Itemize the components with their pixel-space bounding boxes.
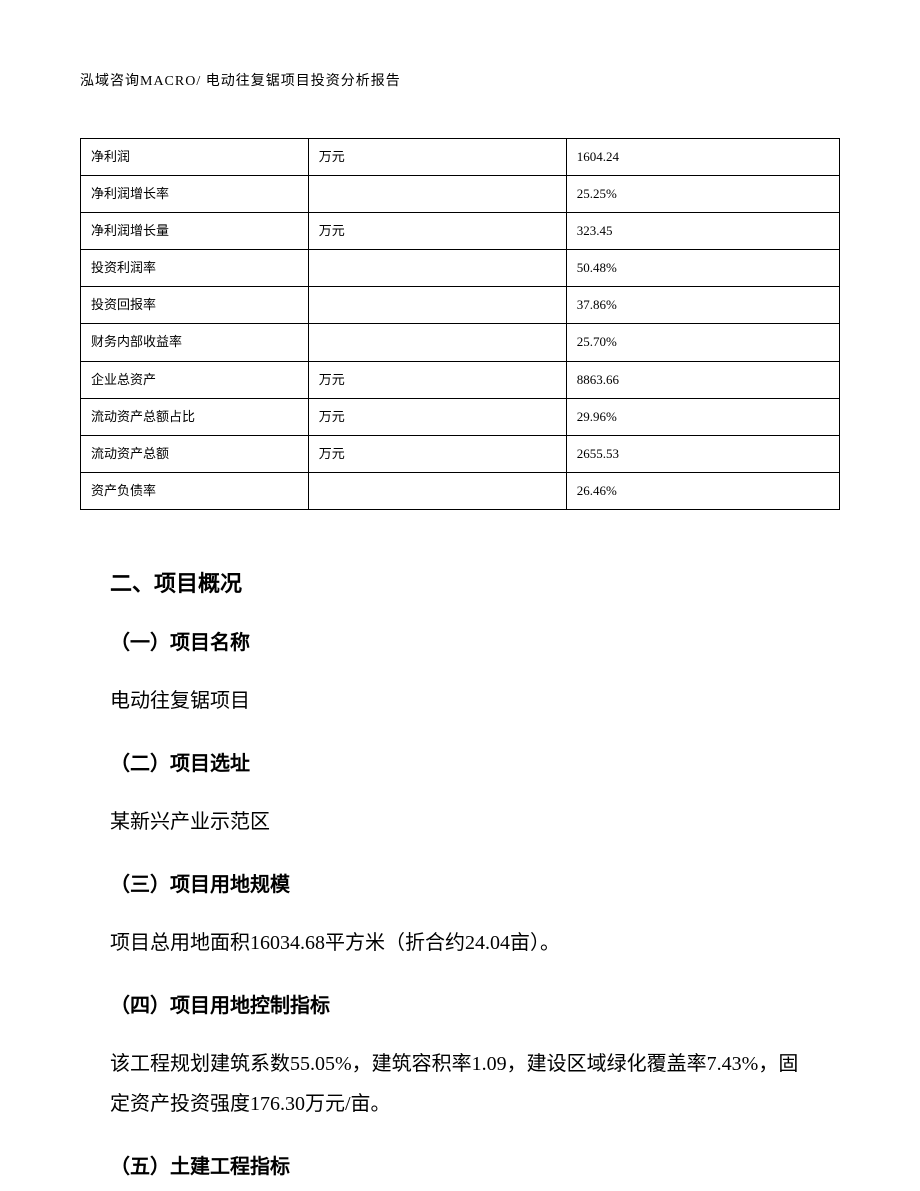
cell-label: 资产负债率 <box>81 472 309 509</box>
cell-unit: 万元 <box>308 213 566 250</box>
cell-value: 25.70% <box>566 324 839 361</box>
cell-label: 净利润增长率 <box>81 176 309 213</box>
table-row: 净利润增长率 25.25% <box>81 176 840 213</box>
table-row: 财务内部收益率 25.70% <box>81 324 840 361</box>
sub-heading-5: （五）土建工程指标 <box>110 1150 810 1179</box>
cell-unit: 万元 <box>308 435 566 472</box>
cell-unit <box>308 176 566 213</box>
cell-unit: 万元 <box>308 139 566 176</box>
sub-heading-2: （二）项目选址 <box>110 747 810 776</box>
cell-label: 流动资产总额 <box>81 435 309 472</box>
cell-value: 50.48% <box>566 250 839 287</box>
cell-label: 流动资产总额占比 <box>81 398 309 435</box>
cell-value: 2655.53 <box>566 435 839 472</box>
section-heading: 二、项目概况 <box>110 566 810 598</box>
cell-unit <box>308 287 566 324</box>
table-row: 流动资产总额 万元 2655.53 <box>81 435 840 472</box>
sub-heading-3: （三）项目用地规模 <box>110 868 810 897</box>
cell-label: 净利润 <box>81 139 309 176</box>
cell-value: 8863.66 <box>566 361 839 398</box>
table-row: 资产负债率 26.46% <box>81 472 840 509</box>
cell-label: 企业总资产 <box>81 361 309 398</box>
cell-value: 29.96% <box>566 398 839 435</box>
paragraph: 项目总用地面积16034.68平方米（折合约24.04亩）。 <box>110 923 810 963</box>
table-row: 投资回报率 37.86% <box>81 287 840 324</box>
paragraph: 某新兴产业示范区 <box>110 802 810 842</box>
cell-label: 财务内部收益率 <box>81 324 309 361</box>
cell-value: 37.86% <box>566 287 839 324</box>
cell-value: 1604.24 <box>566 139 839 176</box>
cell-value: 26.46% <box>566 472 839 509</box>
cell-value: 25.25% <box>566 176 839 213</box>
table-row: 企业总资产 万元 8863.66 <box>81 361 840 398</box>
cell-label: 投资回报率 <box>81 287 309 324</box>
cell-unit <box>308 250 566 287</box>
cell-unit <box>308 324 566 361</box>
sub-heading-1: （一）项目名称 <box>110 626 810 655</box>
cell-unit: 万元 <box>308 398 566 435</box>
table-row: 投资利润率 50.48% <box>81 250 840 287</box>
paragraph: 该工程规划建筑系数55.05%，建筑容积率1.09，建设区域绿化覆盖率7.43%… <box>110 1044 810 1124</box>
table-row: 净利润 万元 1604.24 <box>81 139 840 176</box>
cell-label: 净利润增长量 <box>81 213 309 250</box>
cell-value: 323.45 <box>566 213 839 250</box>
cell-unit <box>308 472 566 509</box>
financial-table: 净利润 万元 1604.24 净利润增长率 25.25% 净利润增长量 万元 3… <box>80 138 840 510</box>
cell-label: 投资利润率 <box>81 250 309 287</box>
body-content: 二、项目概况 （一）项目名称 电动往复锯项目 （二）项目选址 某新兴产业示范区 … <box>80 566 840 1179</box>
table-row: 净利润增长量 万元 323.45 <box>81 213 840 250</box>
cell-unit: 万元 <box>308 361 566 398</box>
table-row: 流动资产总额占比 万元 29.96% <box>81 398 840 435</box>
paragraph: 电动往复锯项目 <box>110 681 810 721</box>
page-header: 泓域咨询MACRO/ 电动往复锯项目投资分析报告 <box>80 70 840 90</box>
sub-heading-4: （四）项目用地控制指标 <box>110 989 810 1018</box>
